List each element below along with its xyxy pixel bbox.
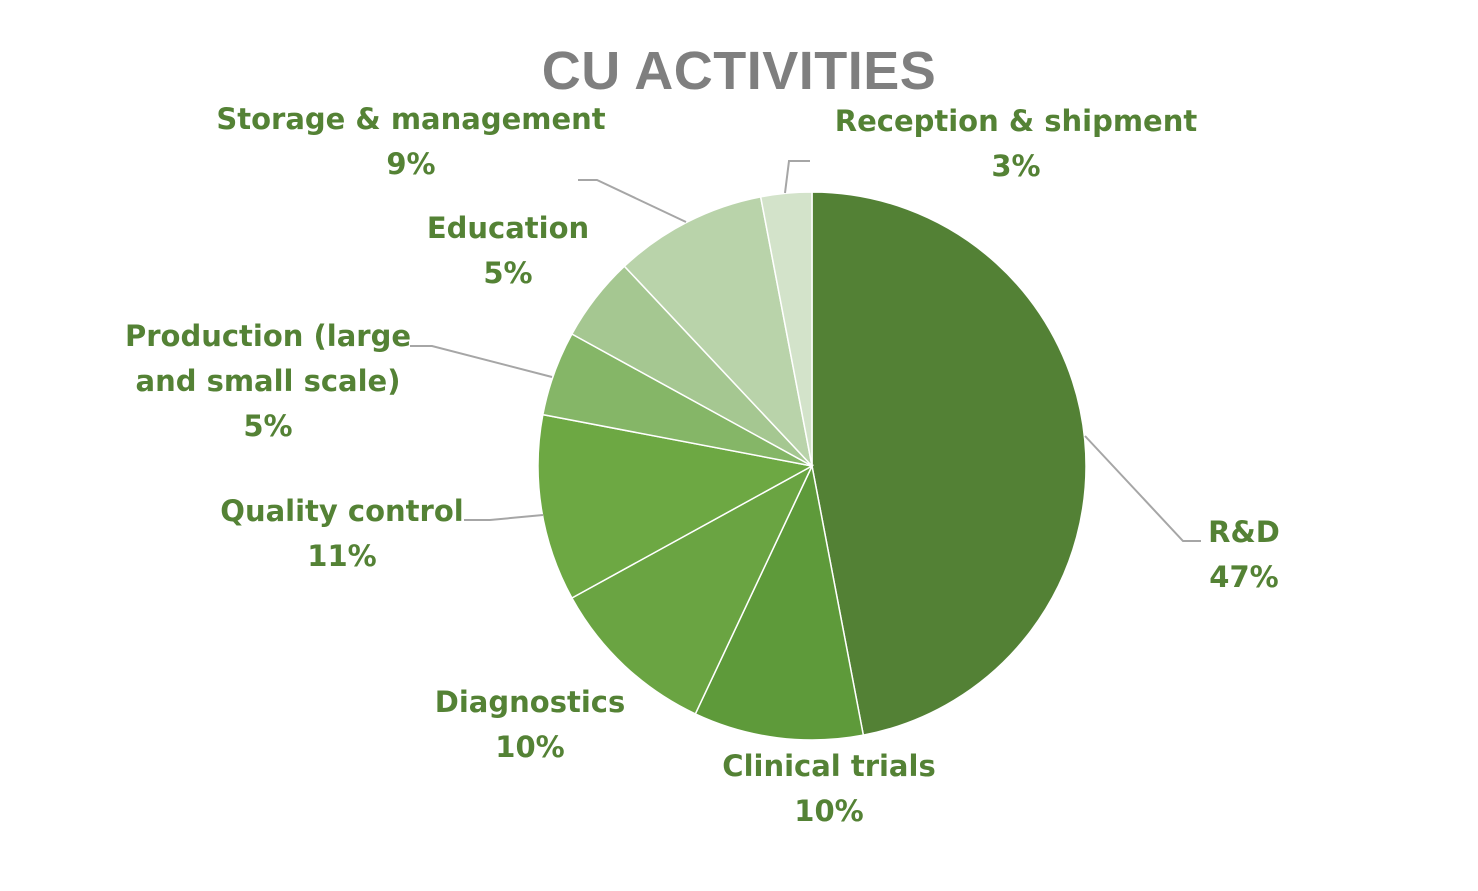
pie-slices [537, 191, 1087, 741]
data-label-category: Education [427, 211, 589, 245]
leader-line-5 [410, 345, 553, 378]
data-label-value: 5% [243, 409, 292, 443]
data-label-value: 9% [386, 147, 435, 181]
leader-lines [410, 160, 1201, 542]
data-label-3: Diagnostics 10% [435, 685, 625, 764]
leader-line-8 [784, 160, 810, 194]
pie-slice-3 [570, 464, 814, 715]
data-label-value: 11% [307, 539, 376, 573]
slice-labels: R&D 47% Clinical trials 10% Diagnostics 10% Qu… [125, 102, 1280, 828]
pie-slice-1 [811, 191, 1087, 737]
pie-slice-4 [537, 413, 815, 600]
pie-slice-8 [759, 191, 813, 467]
pie-slice-2 [694, 463, 865, 741]
data-label-value: 5% [483, 256, 532, 290]
leader-line-7 [578, 179, 687, 223]
data-label-category: Diagnostics [435, 685, 625, 719]
data-label-category: R&D [1208, 515, 1280, 549]
data-label-value: 10% [794, 794, 863, 828]
data-label-category: Reception & shipment [835, 104, 1198, 138]
data-label-4: Quality control 11% [220, 494, 463, 573]
data-label-category: Quality control [220, 494, 463, 528]
data-label-1: R&D 47% [1208, 515, 1280, 594]
data-label-value: 47% [1209, 560, 1278, 594]
data-label-category: Clinical trials [722, 749, 935, 783]
data-label-8: Reception & shipment 3% [835, 104, 1198, 183]
leader-line-4 [464, 514, 544, 521]
data-label-value: 10% [495, 730, 564, 764]
chart-title: CU ACTIVITIES [541, 41, 937, 101]
data-label-category: Storage & management [216, 102, 605, 136]
data-label-2: Clinical trials 10% [722, 749, 935, 828]
data-label-value: 3% [991, 149, 1040, 183]
data-label-category: and small scale) [136, 364, 401, 398]
data-label-7: Storage & management 9% [216, 102, 605, 181]
data-label-6: Education 5% [427, 211, 589, 290]
data-label-5: Production (large and small scale) 5% [125, 319, 411, 443]
leader-line-1 [1084, 435, 1201, 542]
pie-slice-7 [623, 195, 814, 469]
data-label-category: Production (large [125, 319, 411, 353]
